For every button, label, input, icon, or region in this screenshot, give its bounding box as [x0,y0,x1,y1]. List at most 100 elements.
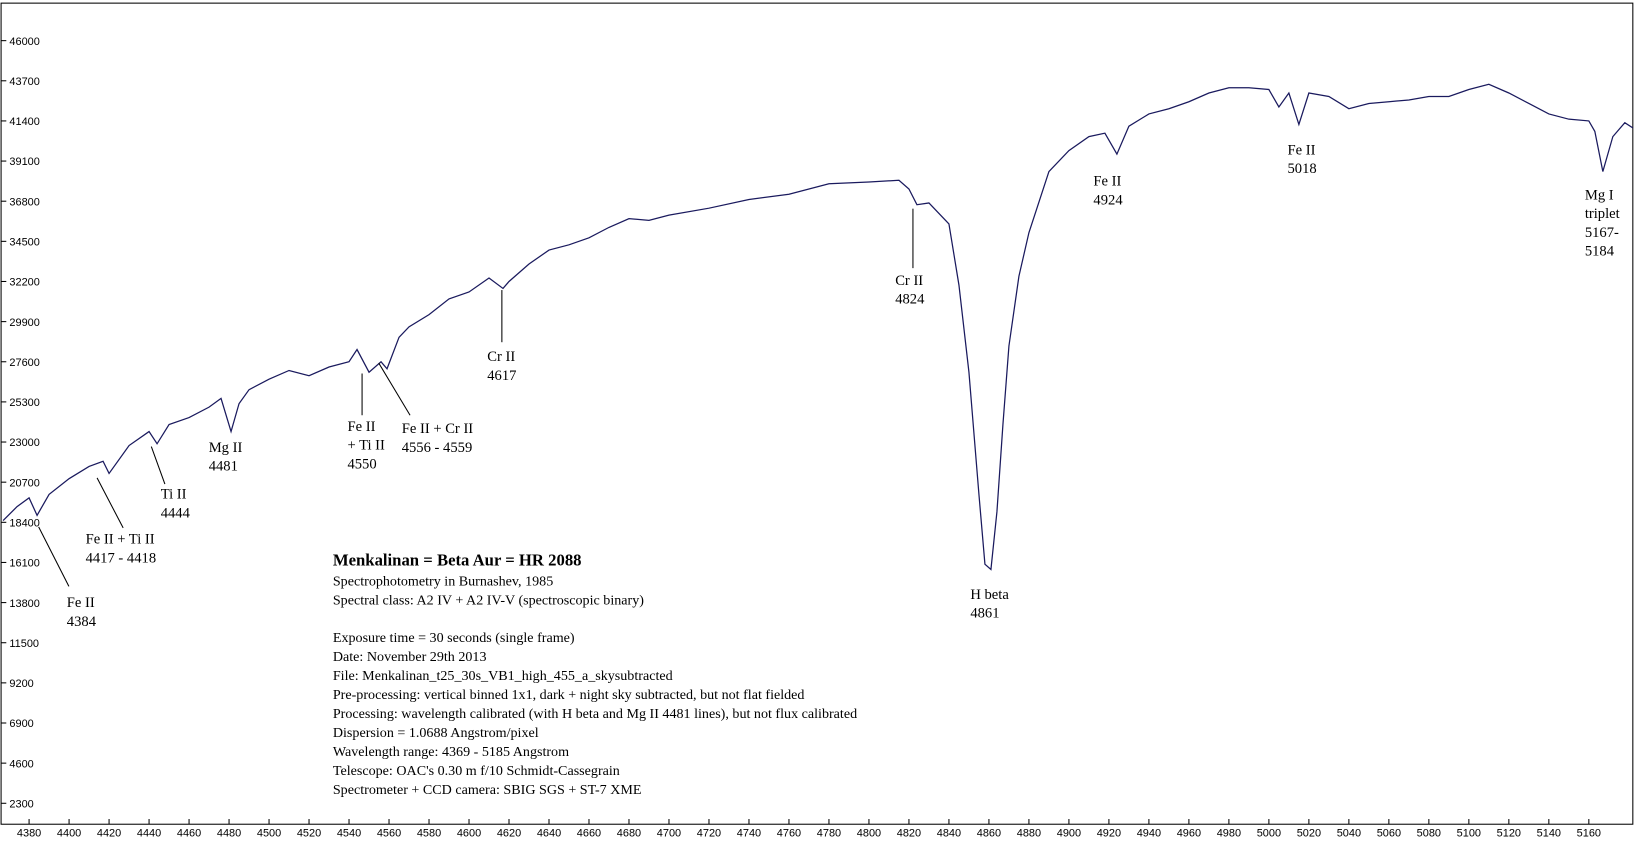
x-tick-label: 4960 [1177,828,1201,840]
y-tick-label: 2300 [9,798,33,810]
y-tick-label: 43700 [9,76,39,88]
x-tick-label: 4560 [377,828,401,840]
y-tick-label: 39100 [9,156,39,168]
annotation-text: 4861 [970,606,999,622]
x-tick-label: 4800 [857,828,881,840]
x-tick-label: 4920 [1097,828,1121,840]
x-tick-label: 4780 [817,828,841,840]
annotation-text: 4417 - 4418 [86,550,157,566]
y-tick-label: 25300 [9,397,39,409]
y-tick-label: 29900 [9,317,39,329]
x-tick-label: 5000 [1257,828,1281,840]
x-tick-label: 5040 [1337,828,1361,840]
y-tick-label: 11500 [9,638,39,650]
y-tick-label: 36800 [9,196,39,208]
y-tick-label: 41400 [9,116,39,128]
annotation-text: 4924 [1093,192,1123,208]
x-tick-label: 4840 [937,828,961,840]
info-title: Menkalinan = Beta Aur = HR 2088 [333,550,582,569]
info-line: Spectrometer + CCD camera: SBIG SGS + ST… [333,782,642,798]
x-tick-label: 5100 [1457,828,1481,840]
annotation-text: Fe II + Cr II [402,421,474,437]
annotation-text: 4481 [209,459,238,475]
x-tick-label: 4600 [457,828,481,840]
annotation-text: Fe II [1093,174,1121,190]
info-line: Dispersion = 1.0688 Angstrom/pixel [333,725,539,741]
annotation-leader [38,526,70,587]
x-tick-label: 4860 [977,828,1001,840]
info-line: Date: November 29th 2013 [333,649,487,665]
x-tick-label: 4700 [657,828,681,840]
annotation-text: Fe II [67,595,95,611]
annotation-text: + Ti II [347,438,385,454]
annotation-text: Mg I [1585,187,1614,203]
annotation-text: 4384 [67,614,97,630]
x-tick-label: 5120 [1497,828,1521,840]
x-tick-label: 4900 [1057,828,1081,840]
x-tick-label: 4480 [217,828,241,840]
annotation-text: Fe II [1287,142,1315,158]
y-tick-label: 34500 [9,237,39,249]
x-tick-label: 4740 [737,828,761,840]
y-tick-label: 4600 [9,758,33,770]
x-tick-label: 4440 [137,828,161,840]
annotation-leader [96,477,124,529]
x-tick-label: 4380 [17,828,41,840]
annotation-text: 4444 [161,505,191,521]
x-tick-label: 4460 [177,828,201,840]
annotation-text: Ti II [161,487,187,503]
annotation-leader [150,446,166,485]
y-tick-label: 13800 [9,598,39,610]
x-tick-label: 4820 [897,828,921,840]
y-tick-label: 23000 [9,437,39,449]
y-tick-label: 6900 [9,718,33,730]
x-tick-label: 4660 [577,828,601,840]
x-tick-label: 4520 [297,828,321,840]
info-line: Spectral class: A2 IV + A2 IV-V (spectro… [333,592,644,608]
x-tick-label: 5020 [1297,828,1321,840]
x-tick-label: 4420 [97,828,121,840]
plot-frame [0,2,1634,825]
annotation-text: H beta [970,587,1009,603]
annotation-text: 4617 [487,368,516,384]
info-line: File: Menkalinan_t25_30s_VB1_high_455_a_… [333,668,673,684]
x-tick-label: 5160 [1577,828,1601,840]
y-tick-label: 9200 [9,678,33,690]
info-line: Wavelength range: 4369 - 5185 Angstrom [333,744,569,760]
info-line: Spectrophotometry in Burnashev, 1985 [333,573,553,589]
y-tick-label: 20700 [9,477,39,489]
x-tick-label: 4400 [57,828,81,840]
y-tick-label: 16100 [9,558,39,570]
annotation-leader [378,362,411,416]
annotation-text: Fe II + Ti II [86,532,155,548]
info-line: Processing: wavelength calibrated (with … [333,706,857,722]
x-tick-label: 4940 [1137,828,1161,840]
annotation-text: 5184 [1585,244,1615,260]
x-tick-label: 4760 [777,828,801,840]
annotation-text: 5167- [1585,225,1619,241]
y-tick-label: 18400 [9,517,39,529]
spectrum-line [2,83,1634,571]
x-tick-label: 4640 [537,828,561,840]
x-tick-label: 5080 [1417,828,1441,840]
x-tick-label: 4880 [1017,828,1041,840]
annotation-text: triplet [1585,206,1620,222]
x-tick-label: 4720 [697,828,721,840]
x-tick-label: 4540 [337,828,361,840]
annotation-text: Fe II [347,419,375,435]
annotation-text: 5018 [1287,161,1316,177]
annotation-text: Mg II [209,440,243,456]
annotation-text: 4550 [347,456,376,472]
info-line: Telescope: OAC's 0.30 m f/10 Schmidt-Cas… [333,763,620,779]
info-line: Pre-processing: vertical binned 1x1, dar… [333,687,805,703]
annotation-text: Cr II [895,273,923,289]
x-tick-label: 4500 [257,828,281,840]
x-tick-label: 5140 [1537,828,1561,840]
y-tick-label: 32200 [9,277,39,289]
info-line: Exposure time = 30 seconds (single frame… [333,630,575,646]
y-tick-label: 46000 [9,36,39,48]
x-tick-label: 4620 [497,828,521,840]
annotation-text: Cr II [487,349,515,365]
